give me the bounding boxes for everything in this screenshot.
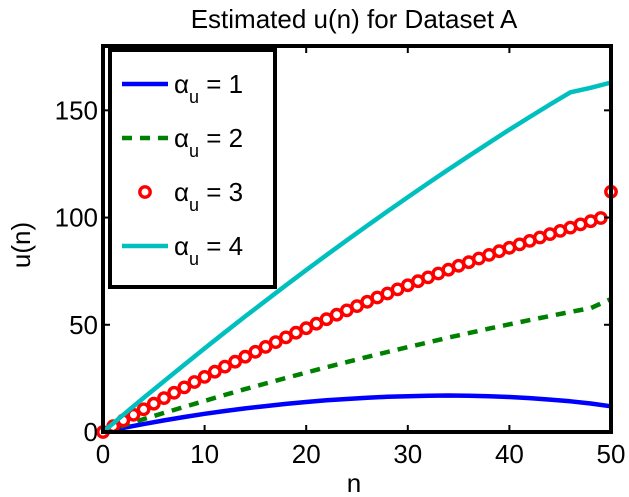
- series-3-point: [136, 402, 151, 417]
- x-tick-label: 30: [393, 439, 422, 469]
- series-3-point: [228, 354, 243, 369]
- legend-label-1: αu = 1: [174, 69, 243, 107]
- legend-label-3: αu = 3: [174, 177, 243, 215]
- legend-marker-3: [138, 185, 152, 199]
- x-tick-label: 10: [190, 439, 219, 469]
- series-3-point: [146, 396, 161, 411]
- series-3-point: [197, 369, 212, 384]
- legend-label-2: αu = 2: [174, 123, 243, 161]
- series-3-point: [126, 407, 141, 422]
- series-3-point: [217, 359, 232, 374]
- series-3-point: [207, 364, 222, 379]
- series-3-point: [157, 391, 171, 405]
- legend-label-4: αu = 4: [174, 231, 243, 269]
- x-tick-label: 40: [495, 439, 524, 469]
- legend: αu = 1 αu = 2 αu = 3 αu = 4: [108, 48, 277, 289]
- series-4-line: [101, 80, 612, 434]
- y-tick-label: 150: [55, 95, 98, 125]
- y-axis-label: u(n): [6, 222, 36, 268]
- x-tick-label: 20: [292, 439, 321, 469]
- series-1-line: [102, 393, 612, 435]
- y-tick-label: 50: [69, 310, 98, 340]
- x-axis-label: n: [347, 468, 361, 497]
- series-3-point: [187, 375, 202, 389]
- x-tick-label: 0: [96, 439, 110, 469]
- plot-frame: [101, 44, 613, 434]
- series-3-point: [248, 344, 263, 359]
- x-tick-label: 50: [597, 439, 626, 469]
- series-3-point: [177, 380, 192, 395]
- series-3-point: [238, 349, 253, 364]
- plot-area: 0 10 20 30 40 50 0 50 100 150: [55, 44, 626, 469]
- series-3-point: [167, 385, 182, 400]
- series-2-line: [102, 296, 612, 435]
- y-tick-label: 100: [55, 203, 98, 233]
- chart-title: Estimated u(n) for Dataset A: [191, 4, 518, 34]
- y-tick-label: 0: [84, 417, 98, 447]
